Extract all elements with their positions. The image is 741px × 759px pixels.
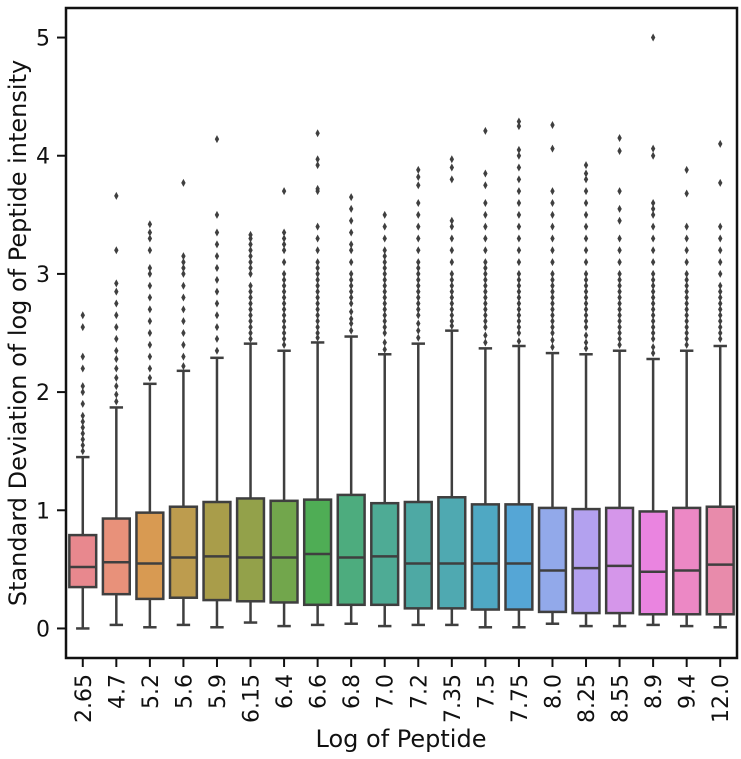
x-tick-label: 8.55: [609, 674, 634, 723]
y-axis: 0 1 2 3 4 5: [36, 27, 66, 643]
x-axis-label: Log of Peptide: [316, 725, 487, 753]
x-tick-label: 7.75: [508, 674, 533, 723]
x-tick-label: 7.35: [441, 674, 466, 723]
iqr-box: [506, 504, 533, 609]
iqr-box: [707, 507, 734, 615]
x-tick-label: 6.8: [340, 674, 365, 709]
iqr-box: [472, 504, 499, 609]
x-tick-label: 2.65: [72, 674, 97, 723]
x-tick-label: 7.2: [407, 674, 432, 709]
y-tick-label: 5: [36, 27, 50, 52]
iqr-box: [606, 508, 633, 613]
x-tick-label: 5.2: [139, 674, 164, 709]
x-tick-label: 6.6: [307, 674, 332, 709]
iqr-box: [271, 501, 298, 603]
plot-area: [66, 8, 737, 658]
iqr-box: [170, 507, 197, 598]
iqr-box: [304, 500, 331, 605]
x-tick-label: 7.5: [474, 674, 499, 709]
x-tick-label: 8.0: [541, 674, 566, 709]
y-tick-label: 0: [36, 617, 50, 642]
x-tick-label: 8.25: [575, 674, 600, 723]
iqr-box: [573, 509, 600, 613]
iqr-box: [69, 535, 96, 587]
y-tick-label: 3: [36, 263, 50, 288]
iqr-box: [371, 503, 398, 605]
iqr-box: [640, 511, 667, 614]
y-tick-label: 2: [36, 381, 50, 406]
x-axis: 2.65 4.7 5.2 5.6 5.9 6.15 6.4 6.6 6.8 7.0 7.2 7.35 7…: [72, 658, 734, 723]
y-axis-label: Standard Deviation of log of Peptide int…: [4, 60, 32, 606]
x-tick-label: 6.15: [240, 674, 265, 723]
y-tick-label: 4: [36, 145, 50, 170]
iqr-box: [204, 502, 231, 600]
x-tick-label: 12.0: [709, 674, 734, 723]
x-tick-label: 7.0: [374, 674, 399, 709]
iqr-box: [237, 498, 264, 601]
iqr-box: [539, 508, 566, 612]
x-tick-label: 6.4: [273, 674, 298, 709]
iqr-box: [438, 497, 465, 608]
x-tick-label: 8.9: [642, 674, 667, 709]
x-tick-label: 5.6: [172, 674, 197, 709]
x-tick-label: 9.4: [676, 674, 701, 709]
x-tick-label: 5.9: [206, 674, 231, 709]
iqr-box: [103, 519, 130, 595]
x-tick-label: 4.7: [105, 674, 130, 709]
iqr-box: [136, 513, 163, 599]
iqr-box: [673, 508, 700, 614]
iqr-box: [338, 495, 365, 605]
y-tick-label: 1: [36, 499, 50, 524]
iqr-box: [405, 502, 432, 608]
